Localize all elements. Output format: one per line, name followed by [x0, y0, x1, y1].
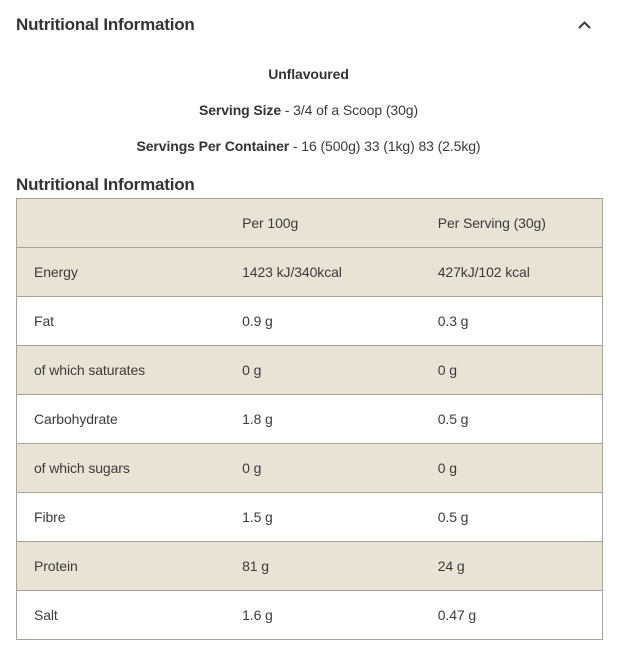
empty-column-header [17, 199, 226, 248]
per-serving-cell: 0 g [437, 362, 457, 378]
per-serving-cell: 0.5 g [437, 411, 469, 427]
servings-per-container-value: - 16 (500g) 33 (1kg) 83 (2.5kg) [289, 138, 481, 154]
per-serving-cell: 427kJ/102 kcal [437, 264, 530, 280]
accordion-title: Nutritional Information [16, 15, 195, 34]
row-label-cell: Fibre [34, 509, 66, 525]
row-label-cell: of which sugars [34, 460, 130, 476]
row-label-cell: Salt [34, 607, 58, 623]
row-label-cell: Carbohydrate [34, 411, 118, 427]
table-row-energy: Energy 1423 kJ/340kcal 427kJ/102 kcal [16, 247, 603, 297]
per-100g-cell: 1423 kJ/340kcal [242, 264, 342, 280]
row-label-cell: Energy [34, 264, 78, 280]
servings-per-container-label: Servings Per Container [136, 138, 290, 154]
table-row-fibre: Fibre 1.5 g 0.5 g [16, 492, 603, 542]
per-serving-cell: 0 g [437, 460, 457, 476]
table-row-protein: Protein 81 g 24 g [16, 541, 603, 591]
table-row-salt: Salt 1.6 g 0.47 g [16, 590, 603, 640]
serving-info-block: Unflavoured Serving Size - 3/4 of a Scoo… [0, 66, 617, 155]
table-row-fat: Fat 0.9 g 0.3 g [16, 296, 603, 346]
serving-size-line: Serving Size - 3/4 of a Scoop (30g) [0, 102, 617, 119]
per-100g-cell: 81 g [242, 558, 269, 574]
serving-size-value: - 3/4 of a Scoop (30g) [281, 102, 419, 118]
table-row-sugars: of which sugars 0 g 0 g [16, 443, 603, 493]
flavour-label: Unflavoured [268, 66, 349, 82]
per-100g-cell: 0 g [242, 460, 262, 476]
row-label-cell: Protein [34, 558, 78, 574]
per-serving-cell: 24 g [437, 558, 465, 574]
flavour-name: Unflavoured [0, 66, 617, 83]
servings-per-container-line: Servings Per Container - 16 (500g) 33 (1… [0, 138, 617, 155]
per-100g-cell: 0.9 g [242, 313, 273, 329]
per-100g-column-header: Per 100g [242, 215, 299, 231]
row-label-cell: of which saturates [34, 362, 146, 378]
chevron-up-icon[interactable] [578, 21, 591, 29]
row-label-cell: Fat [34, 313, 54, 329]
per-serving-cell: 0.3 g [437, 313, 469, 329]
per-100g-cell: 1.6 g [242, 607, 273, 623]
per-serving-cell: 0.47 g [437, 607, 477, 623]
per-serving-cell: 0.5 g [437, 509, 469, 525]
per-100g-cell: 1.5 g [242, 509, 273, 525]
per-100g-cell: 0 g [242, 362, 262, 378]
table-row-saturates: of which saturates 0 g 0 g [16, 345, 603, 395]
per-100g-cell: 1.8 g [242, 411, 273, 427]
per-serving-column-header: Per Serving (30g) [437, 215, 546, 231]
nutrition-table-title: Nutritional Information [16, 175, 195, 194]
table-header-row: Per 100g Per Serving (30g) [16, 198, 603, 248]
nutrition-table: Per 100g Per Serving (30g) Energy 1423 k… [16, 198, 603, 640]
serving-size-label: Serving Size [198, 102, 282, 118]
table-row-carbohydrate: Carbohydrate 1.8 g 0.5 g [16, 394, 603, 444]
nutritional-info-accordion-header[interactable]: Nutritional Information [0, 0, 617, 35]
